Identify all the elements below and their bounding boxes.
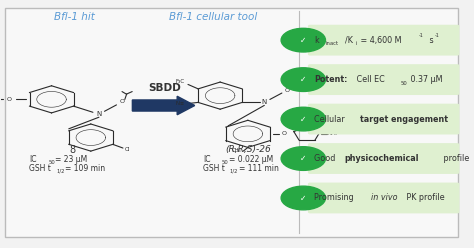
Text: s: s [427,36,433,45]
Text: 50: 50 [222,160,229,165]
Text: in vivo: in vivo [371,193,398,202]
Text: Cell EC: Cell EC [354,75,385,84]
Text: SBDD: SBDD [148,83,181,93]
Text: = 111 min: = 111 min [239,164,279,173]
FancyBboxPatch shape [308,64,459,95]
Circle shape [281,147,326,170]
Text: = 23 μM: = 23 μM [55,155,88,164]
Text: PK profile: PK profile [404,193,445,202]
Text: -1: -1 [435,33,440,38]
Text: = 0.022 μM: = 0.022 μM [229,155,273,164]
Text: IC: IC [29,155,37,164]
Text: k: k [314,36,319,45]
Text: = 109 min: = 109 min [65,164,106,173]
Text: O: O [285,88,290,93]
Text: O: O [119,99,125,104]
Text: physicochemical: physicochemical [344,154,419,163]
Text: NH₂: NH₂ [328,131,338,136]
Circle shape [281,68,326,92]
Text: N: N [175,101,179,106]
Text: Cellular: Cellular [314,115,347,124]
Text: Cl: Cl [125,147,130,152]
Text: (R,R,S)-26: (R,R,S)-26 [225,145,271,155]
Text: profile: profile [440,154,469,163]
Text: i: i [355,41,356,46]
FancyBboxPatch shape [5,8,458,237]
Text: F₃C: F₃C [175,79,184,85]
FancyBboxPatch shape [308,104,459,134]
FancyBboxPatch shape [308,143,459,174]
Text: GSH t: GSH t [29,164,51,173]
Text: 1/2: 1/2 [56,169,64,174]
Text: 0.37 μM: 0.37 μM [408,75,443,84]
Text: ✓: ✓ [300,193,307,202]
Text: 8: 8 [69,145,75,155]
Text: N: N [262,99,267,105]
Text: CH₃: CH₃ [231,148,241,153]
Text: ≡: ≡ [180,101,183,106]
Text: IC: IC [203,155,210,164]
Text: Bfl-1 cellular tool: Bfl-1 cellular tool [169,12,257,22]
Text: Good: Good [314,154,338,163]
FancyArrow shape [132,96,195,115]
Text: ✓: ✓ [300,75,307,84]
Text: N: N [96,111,101,117]
Text: 50: 50 [401,81,408,86]
Text: Promising: Promising [314,193,356,202]
Text: -1: -1 [419,33,424,38]
Text: Bfl-1 hit: Bfl-1 hit [54,12,95,22]
Text: O: O [7,97,12,102]
Text: ✓: ✓ [300,115,307,124]
Text: O: O [282,131,286,136]
Text: GSH t: GSH t [203,164,225,173]
Text: ✓: ✓ [300,36,307,45]
Text: Potent:: Potent: [314,75,347,84]
Text: target engagement: target engagement [360,115,447,124]
Text: /K: /K [346,36,353,45]
Text: 1/2: 1/2 [230,169,238,174]
Circle shape [281,107,326,131]
FancyBboxPatch shape [308,183,459,213]
Text: inact: inact [326,41,338,46]
Circle shape [281,186,326,210]
FancyBboxPatch shape [308,25,459,56]
Text: = 4,600 M: = 4,600 M [358,36,402,45]
Text: ✓: ✓ [300,154,307,163]
Text: 50: 50 [48,160,55,165]
Circle shape [281,28,326,52]
